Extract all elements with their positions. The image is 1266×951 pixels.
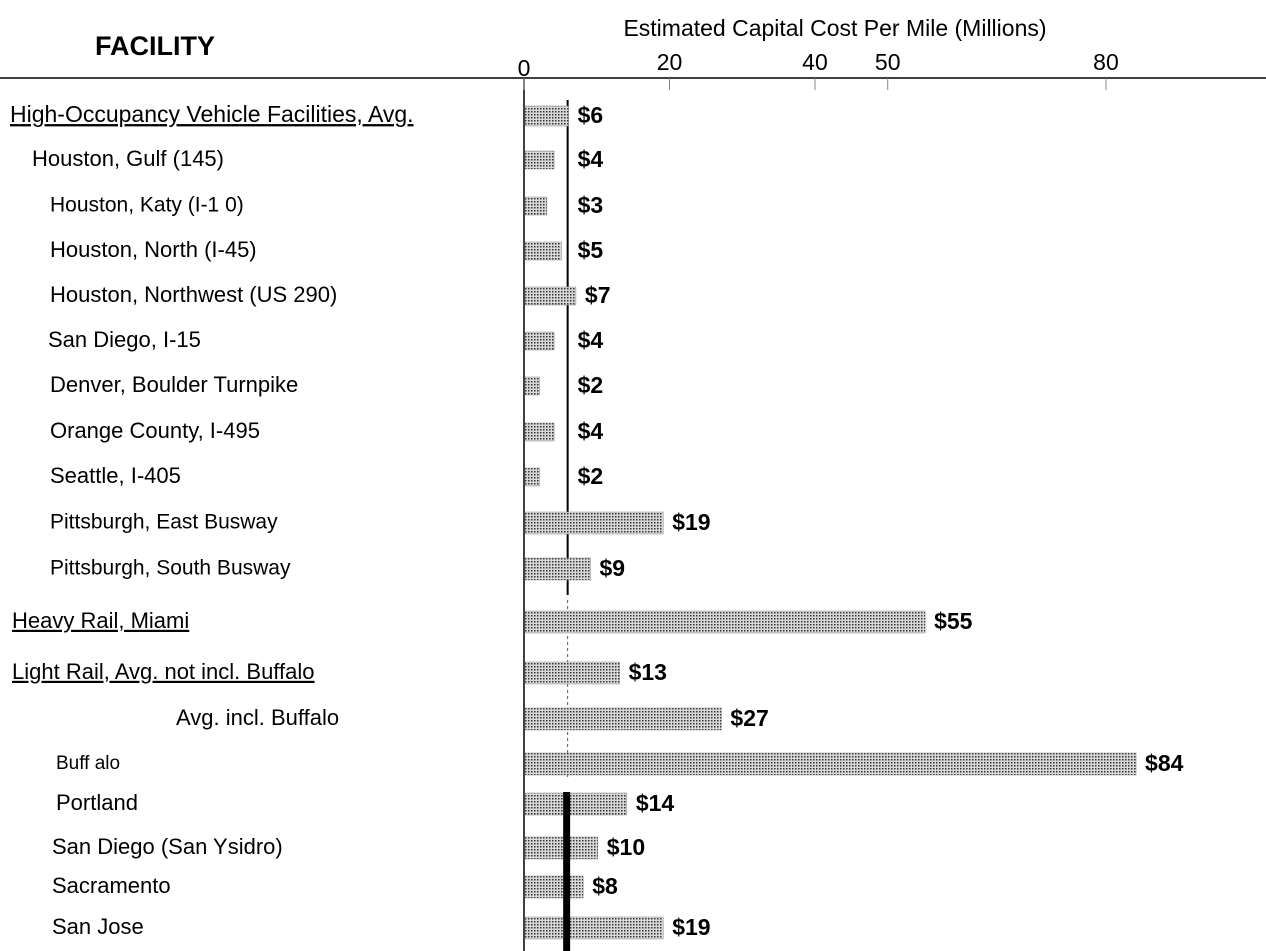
y-tick-label: Pittsburgh, East Busway: [50, 511, 278, 534]
y-tick-label: Pittsburgh, South Busway: [50, 557, 291, 580]
data-label: $7: [585, 282, 611, 308]
bar: [524, 511, 664, 535]
bar: [524, 916, 664, 940]
y-tick-label: Buff alo: [56, 753, 120, 774]
y-tick-label: San Diego (San Ysidro): [52, 834, 283, 859]
y-tick-label: Avg. incl. Buffalo: [176, 705, 339, 730]
bar: [524, 707, 722, 731]
y-tick-label: Sacramento: [52, 873, 171, 898]
y-tick-label: High-Occupancy Vehicle Facilities, Avg.: [10, 101, 414, 127]
bar: [524, 752, 1137, 776]
x-axis-label: Estimated Capital Cost Per Mile (Million…: [623, 15, 1046, 41]
bar: [524, 105, 569, 127]
y-tick-label: Seattle, I-405: [50, 463, 181, 488]
y-tick-label: Houston, North (I-45): [50, 237, 257, 262]
y-tick-label: Houston, Northwest (US 290): [50, 282, 337, 307]
data-label: $14: [636, 790, 675, 816]
data-label: $2: [578, 372, 604, 398]
bar: [524, 376, 540, 396]
bar: [524, 196, 548, 216]
data-label: $19: [672, 509, 710, 535]
bar: [524, 661, 620, 685]
data-label: $6: [578, 102, 604, 128]
bar: [524, 331, 555, 351]
bar: [524, 875, 584, 899]
y-tick-label: Houston, Katy (I-1 0): [50, 194, 244, 217]
x-tick-label: 80: [1093, 49, 1119, 75]
x-tick-label: 20: [657, 49, 683, 75]
y-tick-label: Orange County, I-495: [50, 418, 260, 443]
data-label: $5: [578, 237, 604, 263]
x-tick-label: 0: [518, 55, 531, 81]
bar: [524, 467, 540, 487]
data-label: $10: [607, 834, 645, 860]
bar: [524, 286, 577, 306]
y-tick-label: Houston, Gulf (145): [32, 146, 224, 171]
x-tick-label: 50: [875, 49, 901, 75]
data-label: $4: [578, 418, 604, 444]
data-label: $13: [629, 659, 667, 685]
bar: [524, 241, 562, 261]
y-tick-label: Heavy Rail, Miami: [12, 608, 189, 633]
y-tick-label: San Diego, I-15: [48, 327, 201, 352]
data-label: $9: [599, 555, 625, 581]
data-label: $27: [730, 705, 768, 731]
data-label: $3: [578, 192, 604, 218]
chart-title: FACILITY: [95, 31, 215, 61]
x-tick-label: 40: [802, 49, 828, 75]
data-label: $55: [934, 608, 973, 634]
bar: [524, 422, 555, 442]
data-label: $4: [578, 327, 604, 353]
bar: [524, 836, 598, 860]
data-label: $4: [578, 146, 604, 172]
data-label: $8: [592, 873, 618, 899]
data-label: $84: [1145, 750, 1184, 776]
data-label: $2: [578, 463, 604, 489]
y-tick-label: Light Rail, Avg. not incl. Buffalo: [12, 659, 315, 684]
bar: [524, 610, 926, 634]
y-tick-label: Portland: [56, 790, 138, 815]
data-label: $19: [672, 914, 710, 940]
bar: [524, 792, 628, 816]
y-tick-label: Denver, Boulder Turnpike: [50, 372, 298, 397]
bar: [524, 150, 555, 170]
bar: [524, 557, 591, 581]
y-tick-label: San Jose: [52, 914, 144, 939]
